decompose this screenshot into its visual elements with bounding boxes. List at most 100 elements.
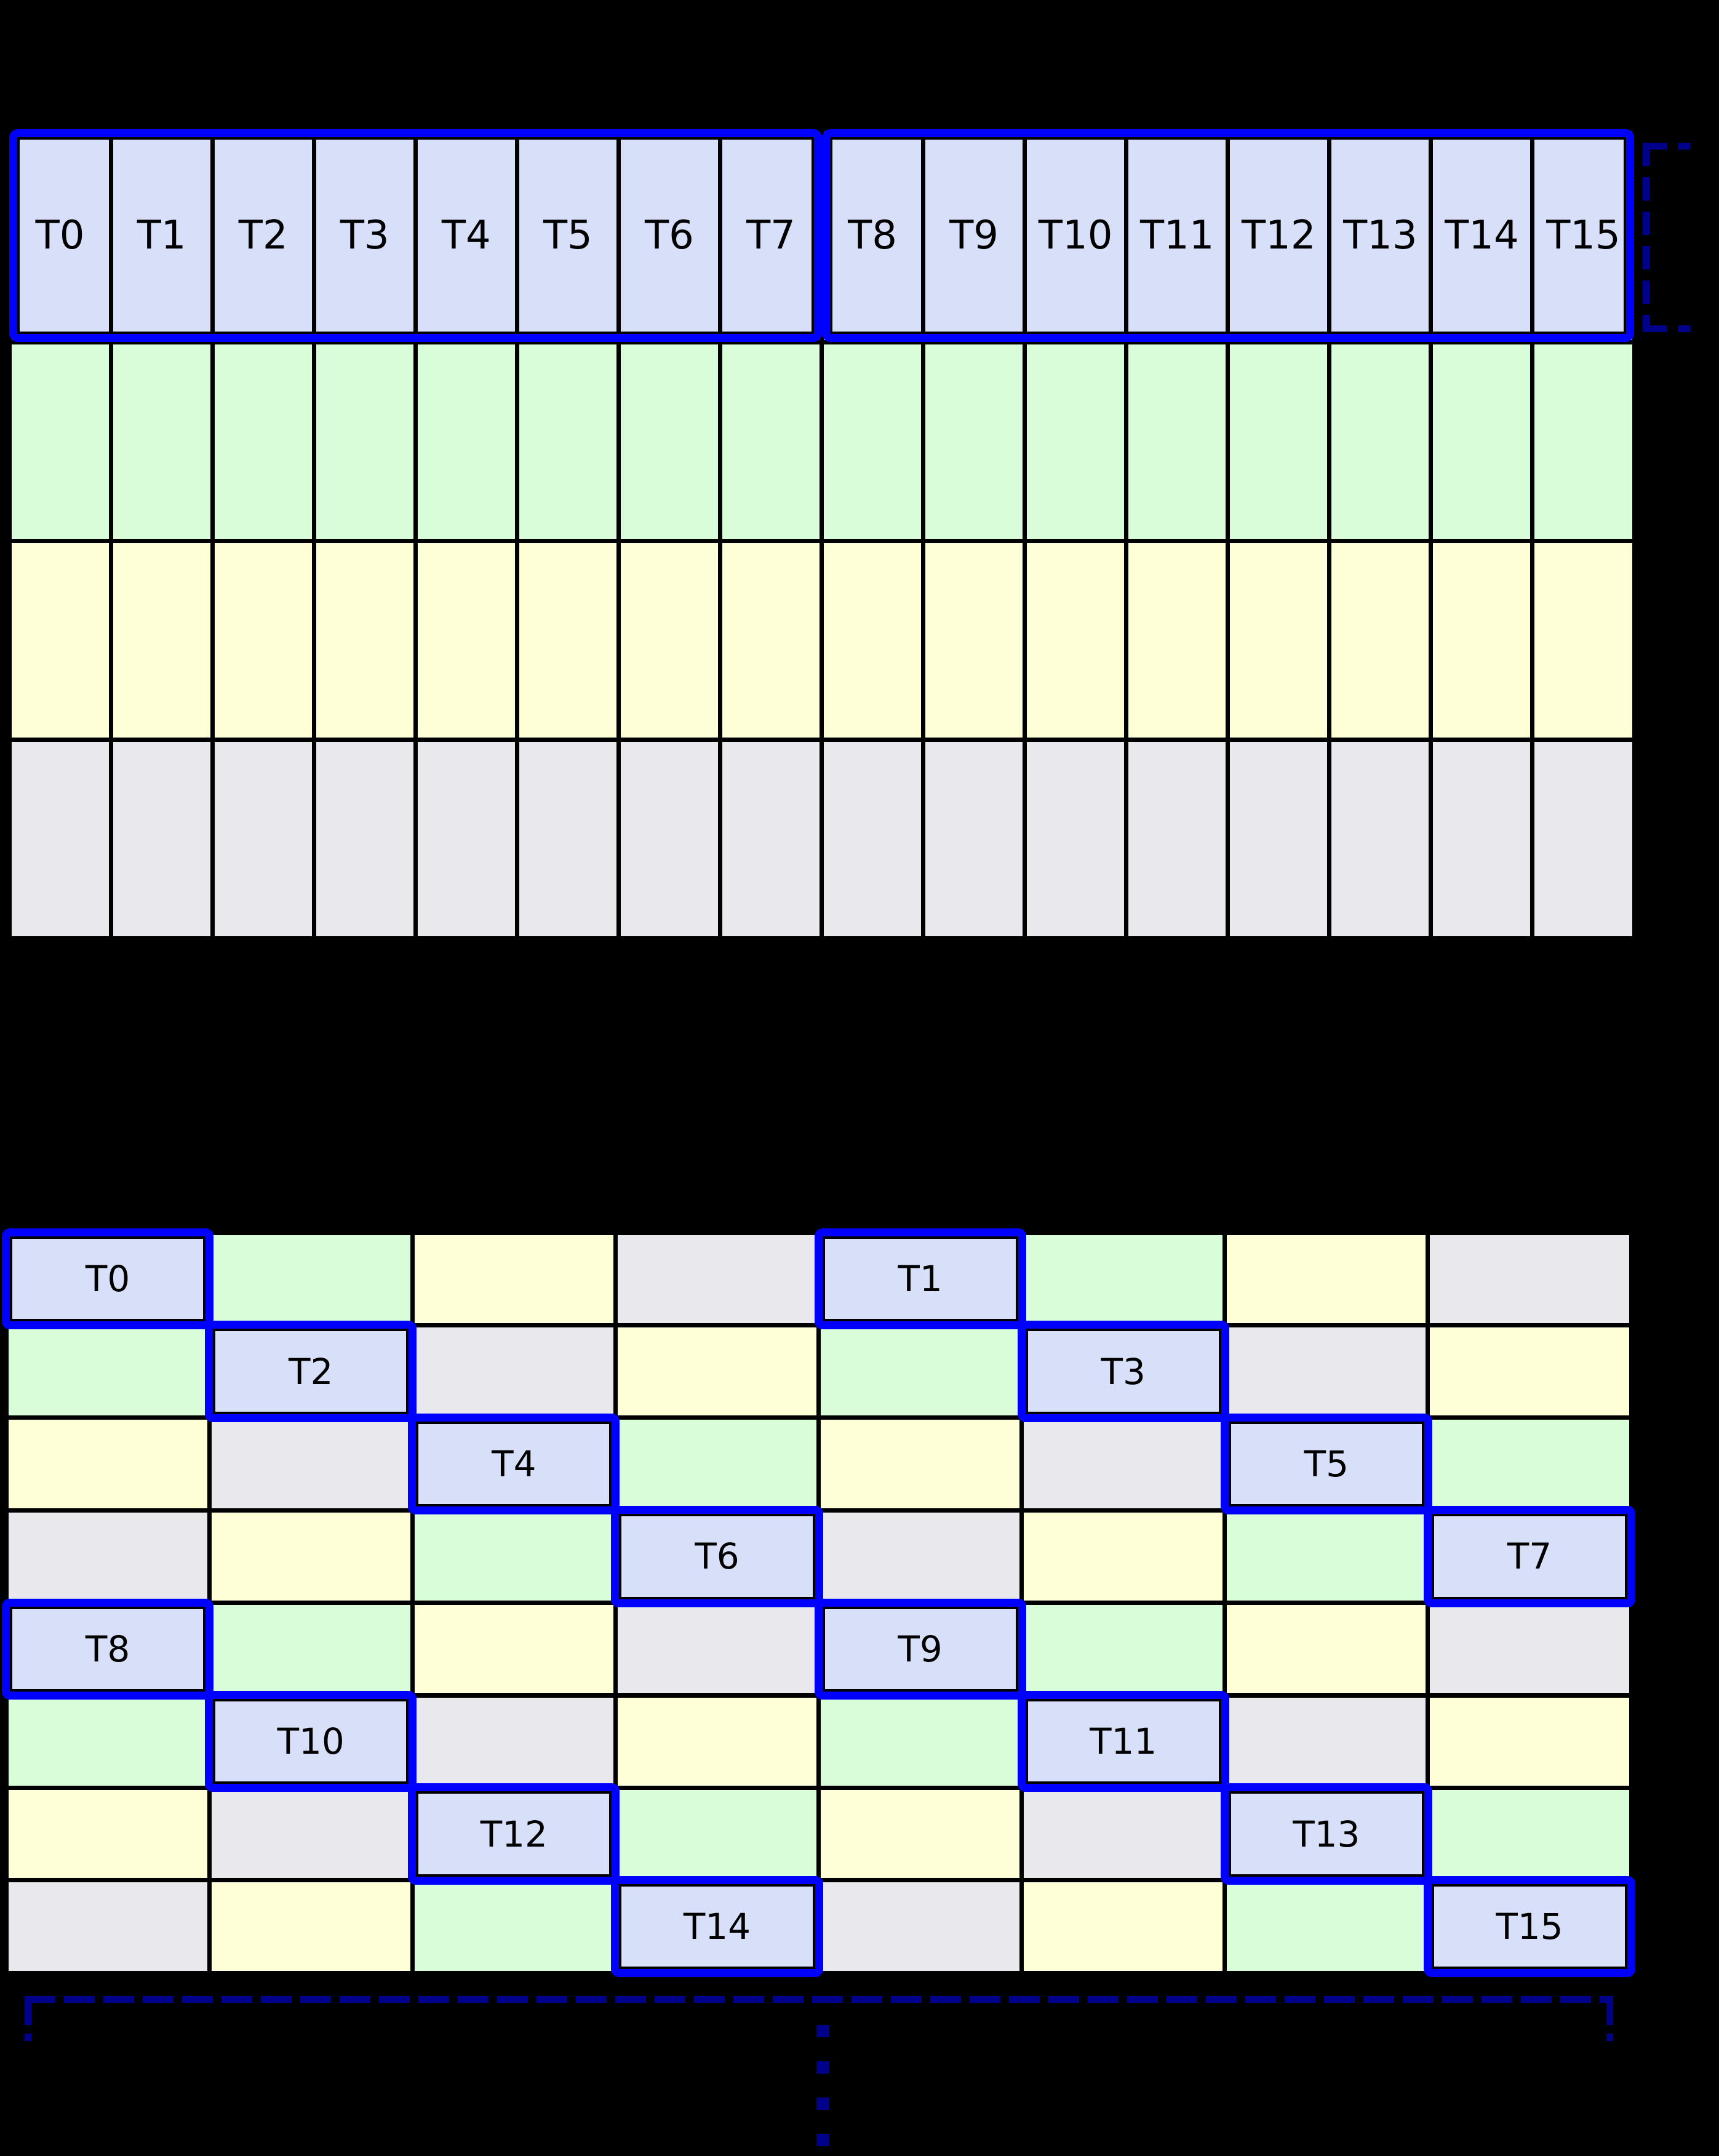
top-grid-cell-r1-c10: [1027, 344, 1125, 539]
top-grid-cell-r3-c11: [1128, 741, 1226, 936]
thread-cell-T10: T10: [1027, 131, 1125, 340]
thread-cell-T9: T9: [925, 131, 1023, 340]
bottom-grid-cell-r1-c1: [211, 1327, 410, 1416]
bottom-grid-cell-r7-c4: [821, 1882, 1020, 1971]
top-grid-cell-r3-c6: [620, 741, 718, 936]
top-grid-cell-r1-c6: [620, 344, 718, 539]
swizzled-thread-cell-T14: T14: [611, 1876, 823, 1978]
top-grid-cell-r1-c2: [214, 344, 312, 539]
swizzled-thread-cell-T6: T6: [611, 1506, 823, 1607]
bottom-grid-cell-r7-c6: [1227, 1882, 1426, 1971]
thread-cell-T2: T2: [214, 131, 312, 340]
bottom-grid-cell-r2-c5: [1024, 1420, 1223, 1508]
bottom-grid-cell-r0-c3: [617, 1235, 816, 1323]
bottom-grid-cell-r4-c4: [821, 1605, 1020, 1693]
bottom-grid-cell-r6-c2: [414, 1789, 613, 1879]
top-grid-cell-r1-c3: [316, 344, 413, 539]
bottom-grid-cell-r3-c0: [8, 1512, 207, 1601]
bottom-grid-cell-r2-c6: [1227, 1420, 1426, 1508]
bottom-grid-cell-r3-c3: [617, 1512, 816, 1601]
bottom-grid-cell-r0-c4: [821, 1235, 1020, 1323]
top-grid-cell-r3-c8: [824, 741, 922, 936]
top-grid-cell-r1-c5: [519, 344, 616, 539]
top-grid-cell-r3-c2: [214, 741, 312, 936]
bottom-grid-cell-r5-c3: [617, 1697, 816, 1786]
bottom-grid-cell-r0-c0: [8, 1235, 207, 1323]
bottom-grid-cell-r6-c0: [8, 1789, 207, 1879]
bottom-grid-cell-r7-c3: [617, 1882, 816, 1971]
swizzled-thread-cell-T9: T9: [814, 1598, 1026, 1700]
bottom-bracket-line: [25, 1996, 1613, 2003]
bottom-grid-cell-r3-c1: [211, 1512, 410, 1601]
bottom-grid-cell-r4-c3: [617, 1605, 816, 1693]
bottom-grid-cell-r5-c4: [821, 1697, 1020, 1786]
bottom-grid-cell-r1-c6: [1227, 1327, 1426, 1416]
top-grid-cell-r1-c4: [417, 344, 515, 539]
swizzled-thread-cell-T4: T4: [408, 1413, 620, 1515]
continuation-dots: [816, 2025, 829, 2148]
bottom-grid-cell-r6-c7: [1430, 1789, 1629, 1879]
warp-group-outline-1: [821, 129, 1634, 342]
top-grid-cell-r1-c1: [113, 344, 210, 539]
top-grid-cell-r3-c3: [316, 741, 413, 936]
bottom-grid-cell-r1-c7: [1430, 1327, 1629, 1416]
right-bracket-vertical-dash: [1643, 143, 1649, 332]
bottom-grid-cell-r4-c6: [1227, 1605, 1426, 1693]
top-grid-cell-r1-c12: [1230, 344, 1328, 539]
swizzled-thread-cell-T2: T2: [205, 1321, 417, 1422]
bottom-grid-cell-r6-c6: [1227, 1789, 1426, 1879]
top-grid-cell-r1-c0: [11, 344, 109, 539]
thread-cell-T6: T6: [620, 131, 718, 340]
bottom-grid-cell-r0-c1: [211, 1235, 410, 1323]
thread-cell-T0: T0: [11, 131, 109, 340]
bottom-grid-cell-r5-c1: [211, 1697, 410, 1786]
top-grid-cell-r2-c4: [417, 543, 515, 738]
bottom-grid-cell-r3-c2: [414, 1512, 613, 1601]
bottom-grid-cell-r4-c7: [1430, 1605, 1629, 1693]
thread-cell-T3: T3: [316, 131, 413, 340]
top-grid-cell-r2-c10: [1027, 543, 1125, 738]
bottom-grid-cell-r3-c5: [1024, 1512, 1223, 1601]
bottom-grid-cell-r4-c0: [8, 1605, 207, 1693]
swizzled-thread-cell-T3: T3: [1017, 1321, 1229, 1422]
swizzled-thread-cell-T10: T10: [205, 1691, 417, 1792]
bottom-grid-cell-r5-c7: [1430, 1697, 1629, 1786]
top-grid-cell-r2-c12: [1230, 543, 1328, 738]
swizzled-thread-cell-T5: T5: [1220, 1413, 1432, 1515]
bottom-grid-cell-r3-c6: [1227, 1512, 1426, 1601]
top-grid-cell-r3-c12: [1230, 741, 1328, 936]
bottom-grid-cell-r0-c6: [1227, 1235, 1426, 1323]
top-grid-cell-r3-c0: [11, 741, 109, 936]
thread-cell-T11: T11: [1128, 131, 1226, 340]
top-grid-cell-r2-c3: [316, 543, 413, 738]
bottom-grid-cell-r3-c4: [821, 1512, 1020, 1601]
top-grid-cell-r3-c10: [1027, 741, 1125, 936]
thread-cell-T12: T12: [1230, 131, 1328, 340]
swizzled-thread-cell-T13: T13: [1220, 1783, 1432, 1885]
thread-cell-T4: T4: [417, 131, 515, 340]
top-grid-cell-r1-c15: [1534, 344, 1632, 539]
bottom-grid-cell-r7-c2: [414, 1882, 613, 1971]
swizzled-thread-cell-T12: T12: [408, 1783, 620, 1885]
top-grid-cell-r3-c15: [1534, 741, 1632, 936]
top-grid-cell-r2-c11: [1128, 543, 1226, 738]
bottom-grid-cell-r0-c7: [1430, 1235, 1629, 1323]
top-grid-cell-r3-c5: [519, 741, 616, 936]
top-grid-cell-r3-c1: [113, 741, 210, 936]
right-bracket-bottom-dash: [1649, 325, 1690, 332]
bottom-grid-cell-r4-c1: [211, 1605, 410, 1693]
bottom-bracket-right-tick: [1606, 2003, 1613, 2041]
bottom-grid-cell-r2-c2: [414, 1420, 613, 1508]
bottom-grid-cell-r1-c4: [821, 1327, 1020, 1416]
top-grid-cell-r1-c14: [1433, 344, 1531, 539]
swizzled-thread-cell-T1: T1: [814, 1228, 1026, 1330]
bottom-grid-cell-r2-c4: [821, 1420, 1020, 1508]
top-grid-cell-r1-c7: [722, 344, 820, 539]
bottom-grid-cell-r1-c5: [1024, 1327, 1223, 1416]
thread-cell-T13: T13: [1331, 131, 1429, 340]
top-grid-cell-r1-c11: [1128, 344, 1226, 539]
top-grid-cell-r2-c5: [519, 543, 616, 738]
bottom-grid-cell-r6-c4: [821, 1789, 1020, 1879]
right-bracket-top-dash: [1649, 143, 1690, 149]
bottom-grid-cell-r5-c5: [1024, 1697, 1223, 1786]
